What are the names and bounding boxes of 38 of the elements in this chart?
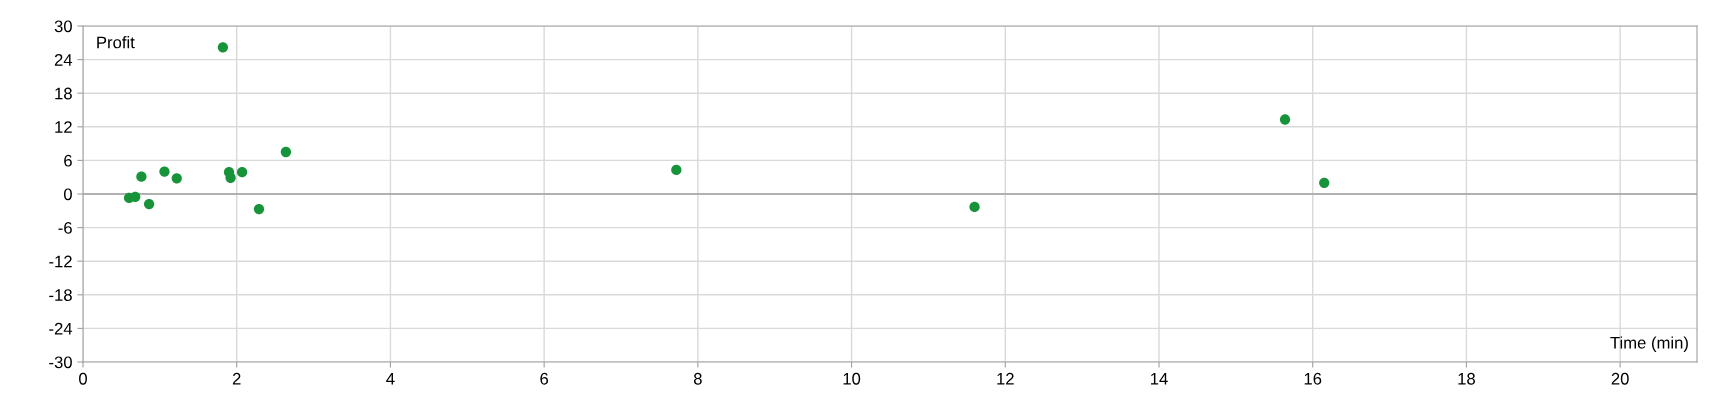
- y-axis-title: Profit: [97, 36, 135, 49]
- x-axis-title: Time (min): [1610, 336, 1688, 352]
- y-tick-label: 0: [63, 188, 72, 201]
- x-tick-label: 6: [540, 372, 549, 385]
- x-tick-label: 14: [1151, 373, 1168, 385]
- point: [136, 171, 147, 182]
- point: [143, 198, 155, 210]
- point: [225, 172, 236, 183]
- y-tick-label: -6: [58, 222, 72, 234]
- x-tick-label: 18: [1458, 372, 1475, 385]
- point: [159, 166, 170, 177]
- x-tick-label: 2: [232, 372, 241, 385]
- y-tick-label: -30: [49, 356, 72, 369]
- point: [171, 173, 182, 184]
- point: [130, 191, 141, 202]
- point: [1279, 114, 1291, 125]
- x-tick-label: 4: [386, 373, 395, 385]
- y-tick-label: -12: [49, 255, 72, 268]
- point: [236, 167, 248, 178]
- y-tick-label: -24: [49, 322, 73, 335]
- point: [217, 42, 229, 53]
- point: [969, 201, 980, 213]
- x-tick-label: 10: [843, 372, 861, 385]
- y-tick-label: 24: [54, 54, 73, 66]
- x-tick-label: 20: [1611, 372, 1629, 385]
- point: [280, 146, 292, 158]
- x-tick-label: 12: [997, 372, 1014, 385]
- y-tick-label: -18: [49, 289, 72, 301]
- y-tick-label: 12: [55, 121, 72, 133]
- point: [671, 164, 682, 176]
- point: [253, 203, 265, 215]
- x-tick-label: 8: [693, 372, 702, 385]
- x-tick-label: 16: [1304, 372, 1322, 385]
- y-tick-label: 30: [54, 20, 72, 33]
- y-tick-label: 18: [55, 87, 72, 100]
- point: [1319, 177, 1330, 188]
- x-tick-label: 0: [79, 372, 87, 385]
- y-tick-label: 6: [64, 154, 72, 167]
